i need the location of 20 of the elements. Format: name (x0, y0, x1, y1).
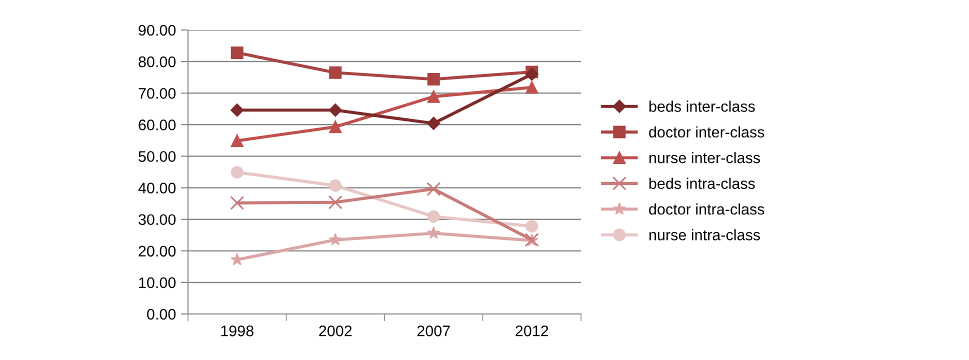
y-tick-label: 40.00 (138, 182, 176, 194)
y-tick-label: 10.00 (139, 277, 176, 288)
y-tick-label: 80.00 (138, 56, 176, 68)
legend-label: beds inter-class (649, 100, 755, 112)
y-tick-label: 60.00 (138, 120, 176, 130)
x-tick-label: 1998 (221, 326, 254, 336)
y-tick-label: 30.00 (138, 214, 176, 226)
y-tick-label: 90.00 (138, 24, 176, 36)
legend-label: nurse inter-class (649, 152, 760, 164)
y-tick-label: 70.00 (138, 88, 176, 99)
legend-label: doctor inter-class (649, 126, 764, 138)
x-tick-label: 2002 (319, 326, 352, 336)
y-tick-label: 0.00 (147, 308, 176, 320)
x-tick-label: 2007 (417, 326, 450, 336)
y-tick-label: 20.00 (138, 246, 176, 257)
x-tick-label: 2012 (516, 326, 548, 336)
y-tick-label: 50.00 (138, 151, 176, 162)
legend-label: beds intra-class (649, 178, 755, 189)
legend-label: nurse intra-class (649, 229, 760, 240)
legend-label: doctor intra-class (649, 203, 764, 215)
